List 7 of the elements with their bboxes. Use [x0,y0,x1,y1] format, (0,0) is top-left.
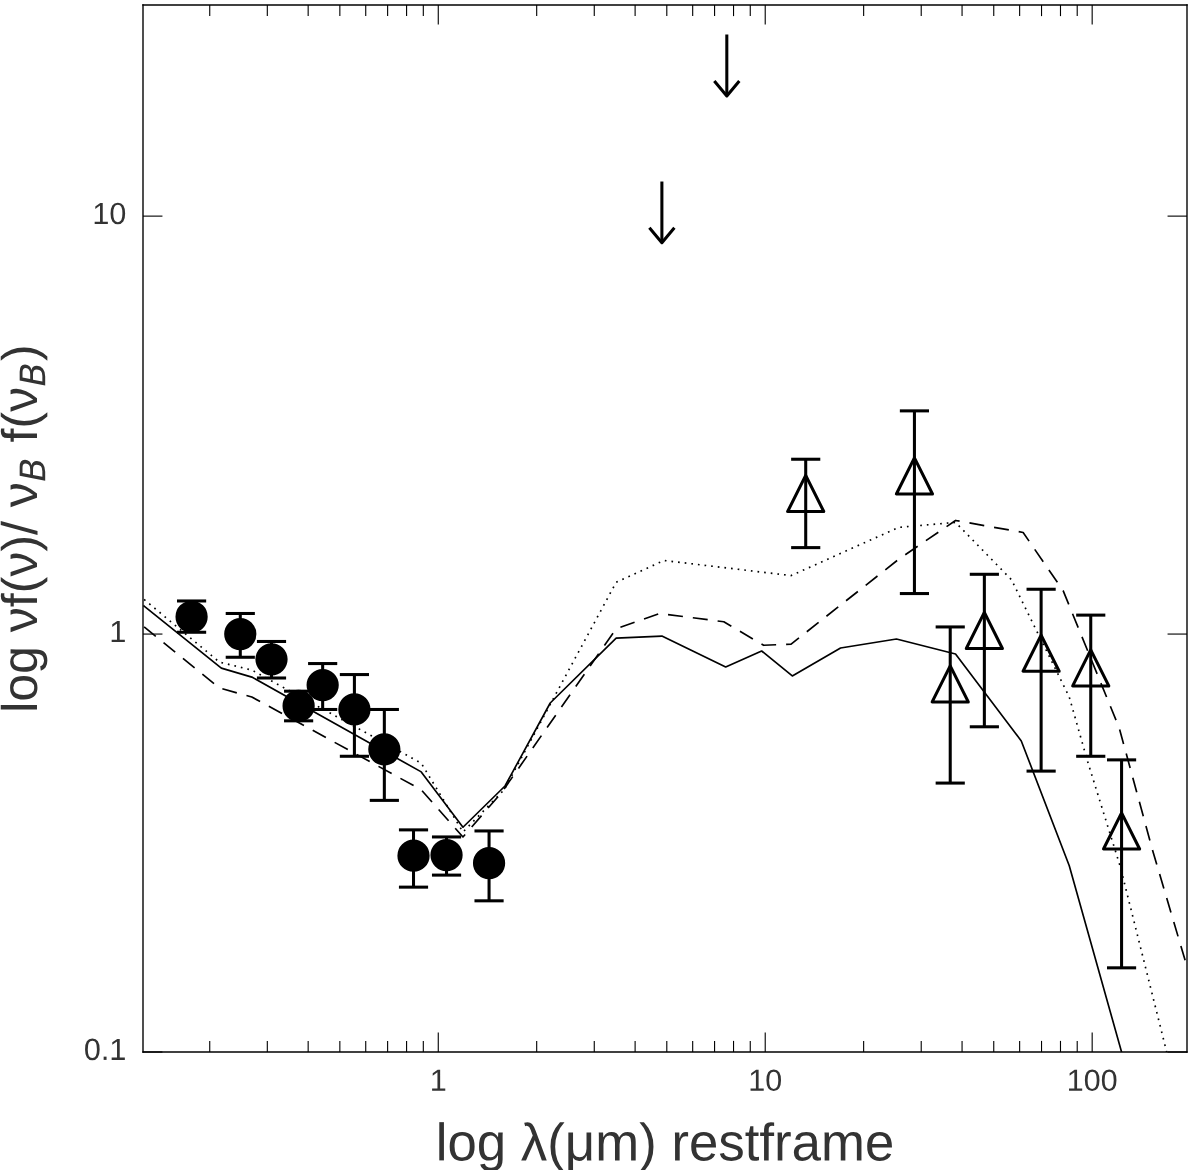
y-tick-label: 0.1 [85,1038,125,1061]
x-tick-label: 10 [750,1069,782,1092]
x-tick-label: 100 [1069,1069,1117,1092]
y-tick-label: 10 [94,202,126,225]
x-tick-label: 1 [432,1069,446,1091]
y-tick-label: 1 [111,620,125,642]
y-axis-title: log νf(ν)/ ν$_{B}$ f(ν$_{B}$) [0,347,48,710]
